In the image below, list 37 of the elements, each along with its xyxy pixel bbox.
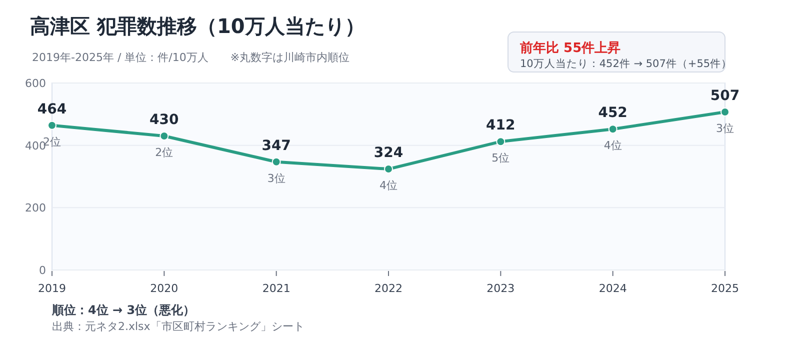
chart-title: 高津区 犯罪数推移（10万人当たり） xyxy=(30,14,365,38)
x-tick-label: 2021 xyxy=(262,282,290,295)
point xyxy=(608,124,618,134)
annotation: 4位 xyxy=(604,139,622,152)
text: 順位：4位 → 3位（悪化） xyxy=(51,303,196,317)
y-tick-label: 400 xyxy=(25,139,46,152)
y-tick-label: 0 xyxy=(39,264,46,277)
point xyxy=(48,120,56,130)
x-tick-label: 2023 xyxy=(486,282,515,295)
annotation: 5位 xyxy=(492,152,510,165)
point xyxy=(720,107,730,116)
x-tick-label: 2019 xyxy=(38,282,66,295)
chart-subtitle: 2019年-2025年 / 単位：件/10万人 ※丸数字は川崎市内順位 xyxy=(32,51,350,64)
x-tick-label: 2025 xyxy=(711,282,739,295)
x-tick-label: 2024 xyxy=(598,282,627,295)
annotation: 3位 xyxy=(267,172,286,185)
data-label: 452 xyxy=(598,105,628,122)
annotation: 3位 xyxy=(716,122,734,135)
point xyxy=(160,131,169,140)
data-label: 347 xyxy=(262,138,291,154)
text: 10万人当たり：452件 → 507件（+55件） xyxy=(520,58,732,70)
data-label: 507 xyxy=(710,88,740,104)
point xyxy=(272,157,281,166)
data-label: 430 xyxy=(150,112,180,128)
point xyxy=(384,164,393,174)
data-label: 412 xyxy=(486,118,516,134)
point xyxy=(496,137,506,146)
y-tick-label: 200 xyxy=(25,202,46,215)
source-note: 出典：元ネタ2.xlsx「市区町村ランキング」シート xyxy=(52,320,304,333)
annotation: 2位 xyxy=(155,146,174,159)
text: 前年比 55件上昇 xyxy=(519,41,621,56)
data-label: 324 xyxy=(374,145,404,162)
x-tick-label: 2020 xyxy=(150,282,178,295)
data-label: 464 xyxy=(37,101,67,118)
y-tick-label: 600 xyxy=(25,77,46,90)
annotation: 4位 xyxy=(380,179,398,192)
x-tick-label: 2022 xyxy=(374,282,402,295)
